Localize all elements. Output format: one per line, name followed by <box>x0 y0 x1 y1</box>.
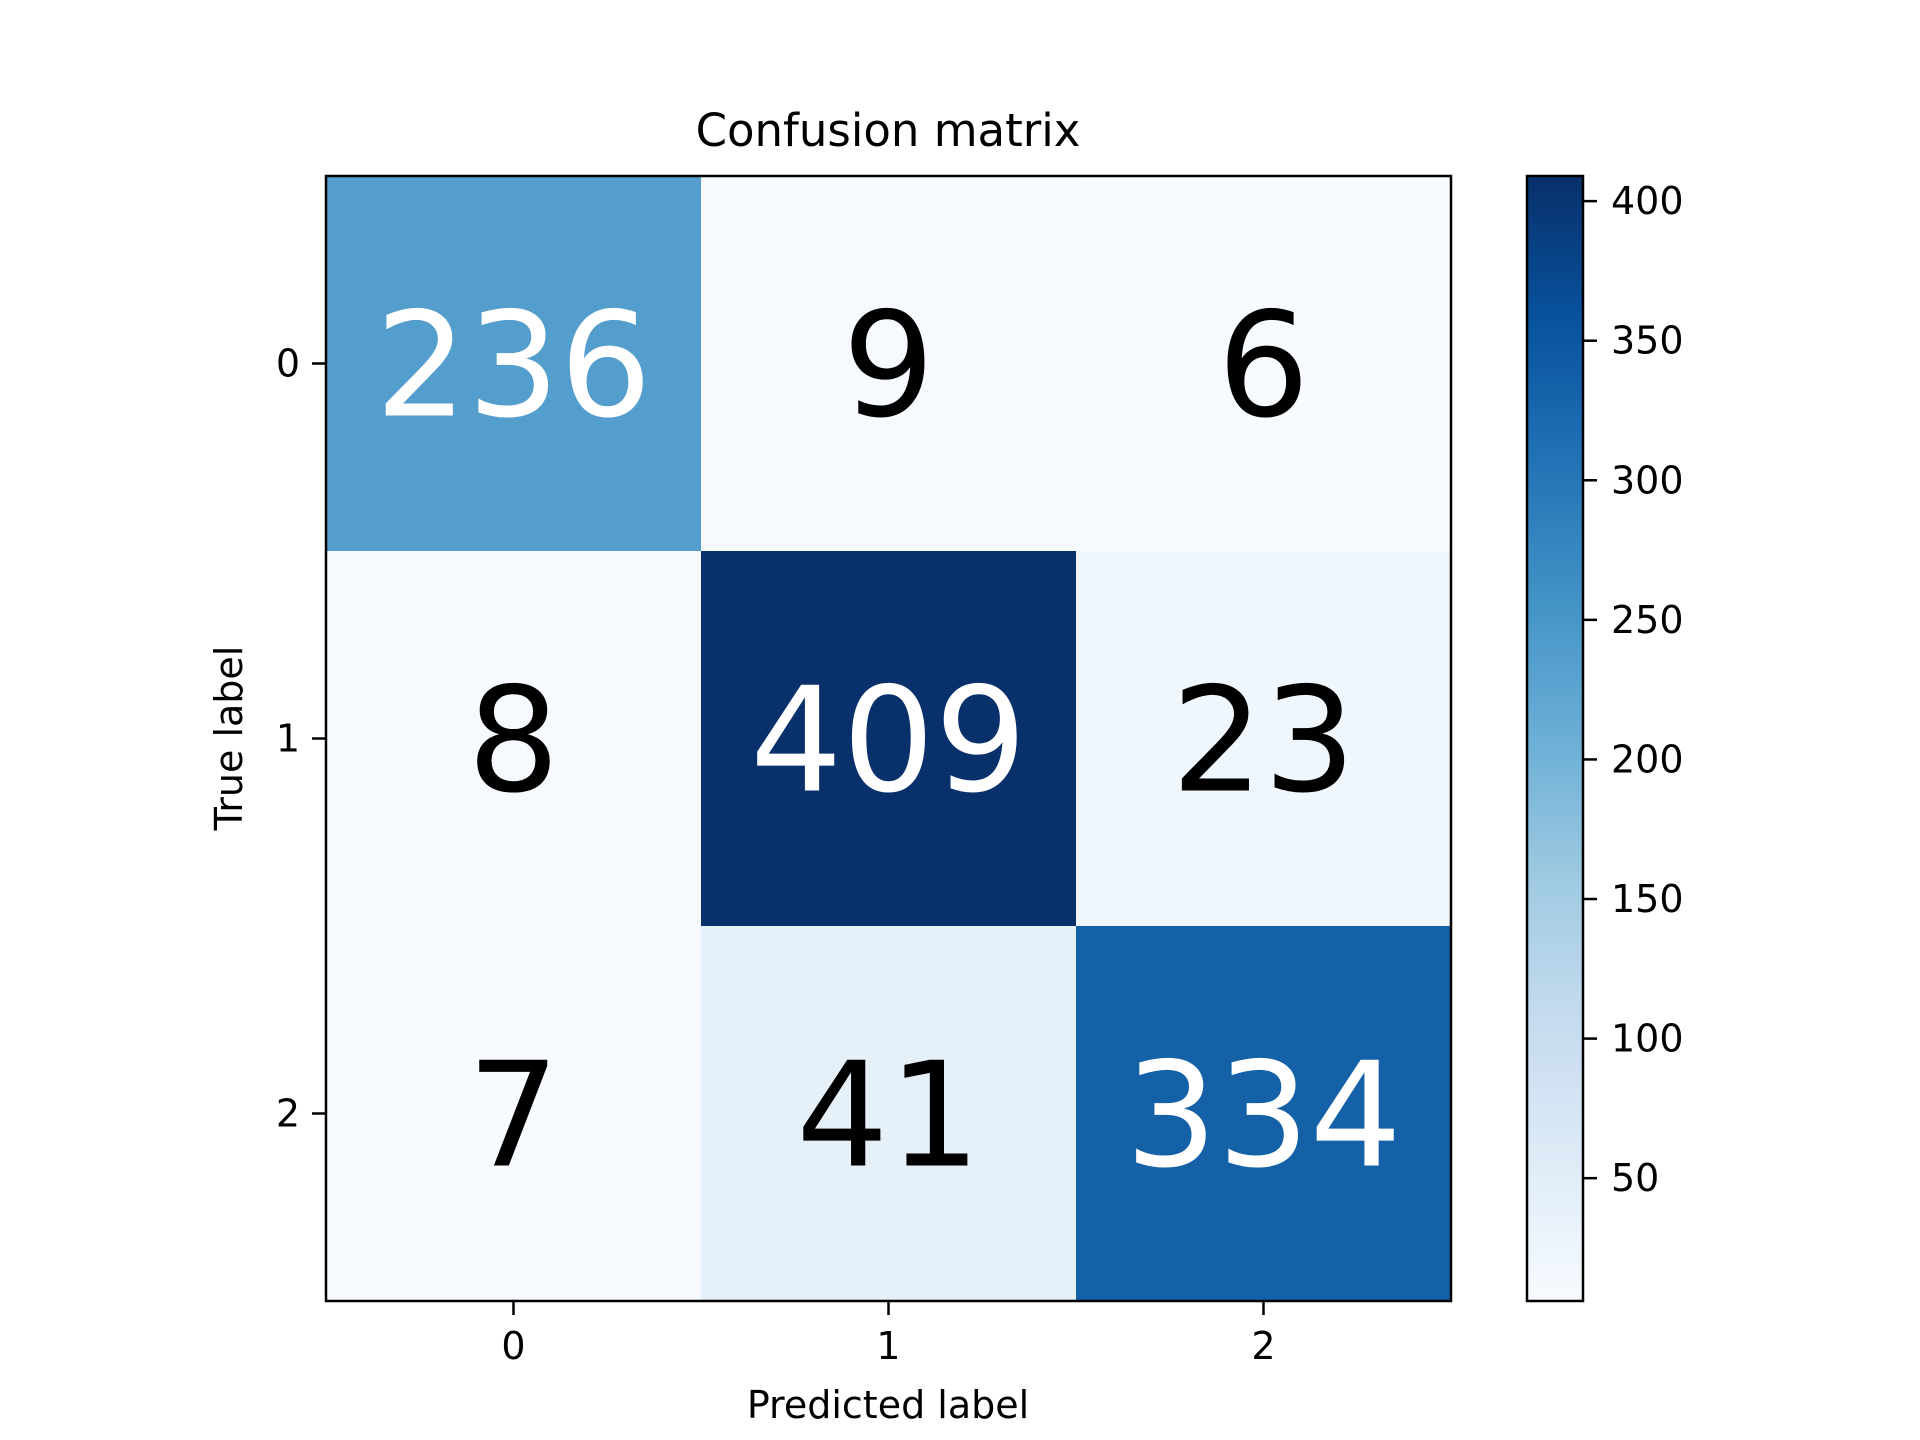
y-axis-label: True label <box>207 646 251 832</box>
cell-value-label: 409 <box>750 657 1027 826</box>
x-tick-label: 2 <box>1251 1324 1275 1368</box>
heatmap-cell <box>701 551 1077 927</box>
heatmap-cells <box>326 176 1452 1302</box>
cell-value-label: 23 <box>1171 657 1356 826</box>
heatmap-cell <box>701 926 1077 1302</box>
x-axis-ticks: 0 1 2 <box>501 1301 1276 1368</box>
heatmap-cell-labels: 236 9 6 8 409 23 7 41 334 <box>375 282 1402 1201</box>
colorbar-tick-label: 400 <box>1611 179 1684 223</box>
cell-value-label: 236 <box>375 282 652 451</box>
cell-value-label: 6 <box>1217 282 1309 451</box>
colorbar-tick-label: 50 <box>1611 1156 1659 1200</box>
colorbar <box>1527 176 1583 1301</box>
y-tick-label: 0 <box>276 342 300 386</box>
colorbar-tick-label: 300 <box>1611 458 1684 502</box>
y-axis-ticks: 0 1 2 <box>276 342 326 1136</box>
colorbar-tick-label: 250 <box>1611 598 1684 642</box>
heatmap-cell <box>326 551 702 927</box>
x-tick-label: 1 <box>876 1324 900 1368</box>
cell-value-label: 9 <box>842 282 934 451</box>
heatmap-cell <box>1076 926 1452 1302</box>
heatmap-cell <box>326 926 702 1302</box>
chart-title: Confusion matrix <box>696 104 1081 157</box>
y-tick-label: 2 <box>276 1092 300 1136</box>
colorbar-tick-label: 350 <box>1611 319 1684 363</box>
colorbar-tick-label: 100 <box>1611 1017 1684 1061</box>
cell-value-label: 8 <box>467 657 559 826</box>
colorbar-tick-label: 200 <box>1611 737 1684 781</box>
x-axis-label: Predicted label <box>747 1383 1029 1427</box>
heatmap-cell <box>701 176 1077 552</box>
cell-value-label: 41 <box>796 1032 981 1201</box>
cell-value-label: 7 <box>467 1032 559 1201</box>
colorbar-frame <box>1525 174 1585 1303</box>
x-tick-label: 0 <box>501 1324 525 1368</box>
heatmap-cell <box>1076 551 1452 927</box>
cell-value-label: 334 <box>1125 1032 1402 1201</box>
heatmap-cell <box>1076 176 1452 552</box>
y-tick-label: 1 <box>276 717 300 761</box>
heatmap-cell <box>326 176 702 552</box>
colorbar-ticks: 50 100 150 200 250 300 350 400 <box>1583 179 1684 1200</box>
colorbar-tick-label: 150 <box>1611 877 1684 921</box>
